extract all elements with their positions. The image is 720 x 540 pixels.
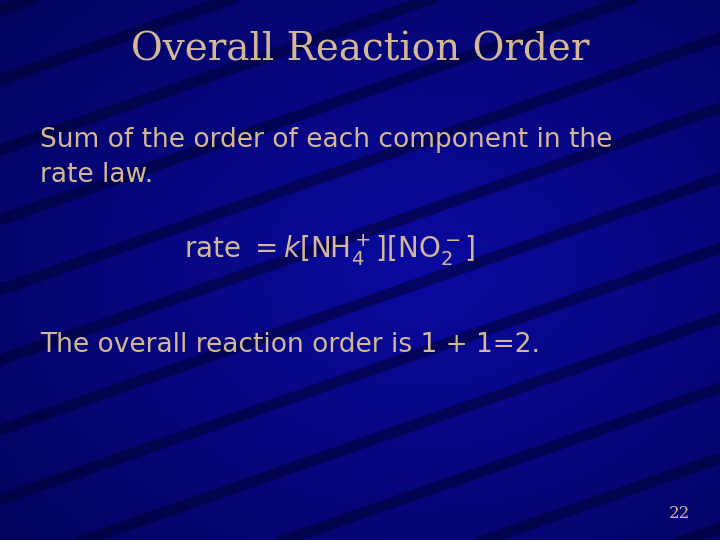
Text: 22: 22 xyxy=(669,505,690,522)
Text: The overall reaction order is 1 + 1=2.: The overall reaction order is 1 + 1=2. xyxy=(40,332,540,358)
Text: rate law.: rate law. xyxy=(40,162,153,188)
Text: Overall Reaction Order: Overall Reaction Order xyxy=(131,31,589,69)
Text: rate $= k$[NH$_4^+$][NO$_2^-$]: rate $= k$[NH$_4^+$][NO$_2^-$] xyxy=(184,232,476,268)
Text: Sum of the order of each component in the: Sum of the order of each component in th… xyxy=(40,127,613,153)
